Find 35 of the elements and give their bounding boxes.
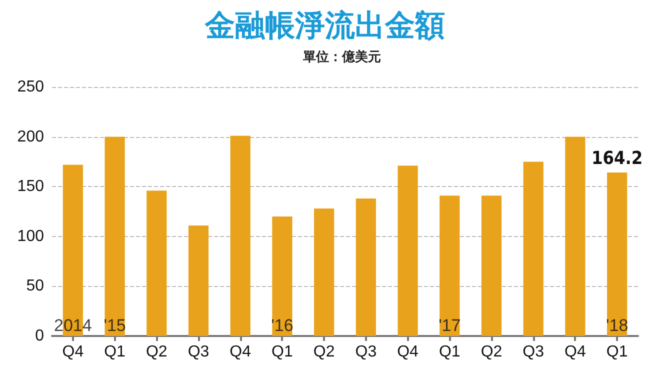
chart-title: 金融帳淨流出金額	[204, 8, 445, 44]
bar	[104, 136, 125, 336]
bar	[607, 172, 628, 336]
x-tick-label: Q4	[62, 344, 84, 360]
x-tick-label: Q1	[272, 344, 293, 360]
bar	[440, 196, 460, 336]
x-tick-label: Q1	[438, 344, 460, 360]
y-tick-label: 250	[17, 78, 44, 96]
x-tick-label: Q4	[230, 344, 252, 360]
chart-subtitle: 單位：億美元	[302, 49, 381, 65]
y-tick-label: 100	[17, 228, 44, 245]
x-tick-label: Q4	[564, 344, 586, 360]
bar	[230, 136, 250, 336]
x-tick-label: Q1	[104, 344, 126, 360]
y-tick-label: 150	[17, 178, 44, 196]
y-tick-label: 50	[26, 278, 44, 295]
x-tick-label: Q4	[397, 344, 419, 360]
x-tick-label: Q3	[522, 344, 544, 360]
y-tick-label: 0	[35, 328, 44, 344]
data-label: 164.2	[591, 148, 643, 169]
x-tick-label: Q2	[480, 344, 502, 360]
bar	[565, 136, 586, 336]
x-tick-label: Q2	[313, 344, 335, 360]
bar	[398, 166, 418, 336]
bar	[356, 198, 376, 336]
bar	[314, 208, 334, 336]
bar	[146, 190, 167, 336]
x-tick-label: Q3	[355, 344, 377, 360]
y-tick-label: 200	[17, 128, 44, 146]
bar	[481, 196, 502, 336]
x-tick-label: Q1	[606, 344, 628, 360]
x-tick-label: Q3	[188, 344, 210, 360]
x-tick-label: Q2	[146, 344, 168, 360]
bar	[188, 225, 209, 336]
bar	[523, 162, 544, 336]
